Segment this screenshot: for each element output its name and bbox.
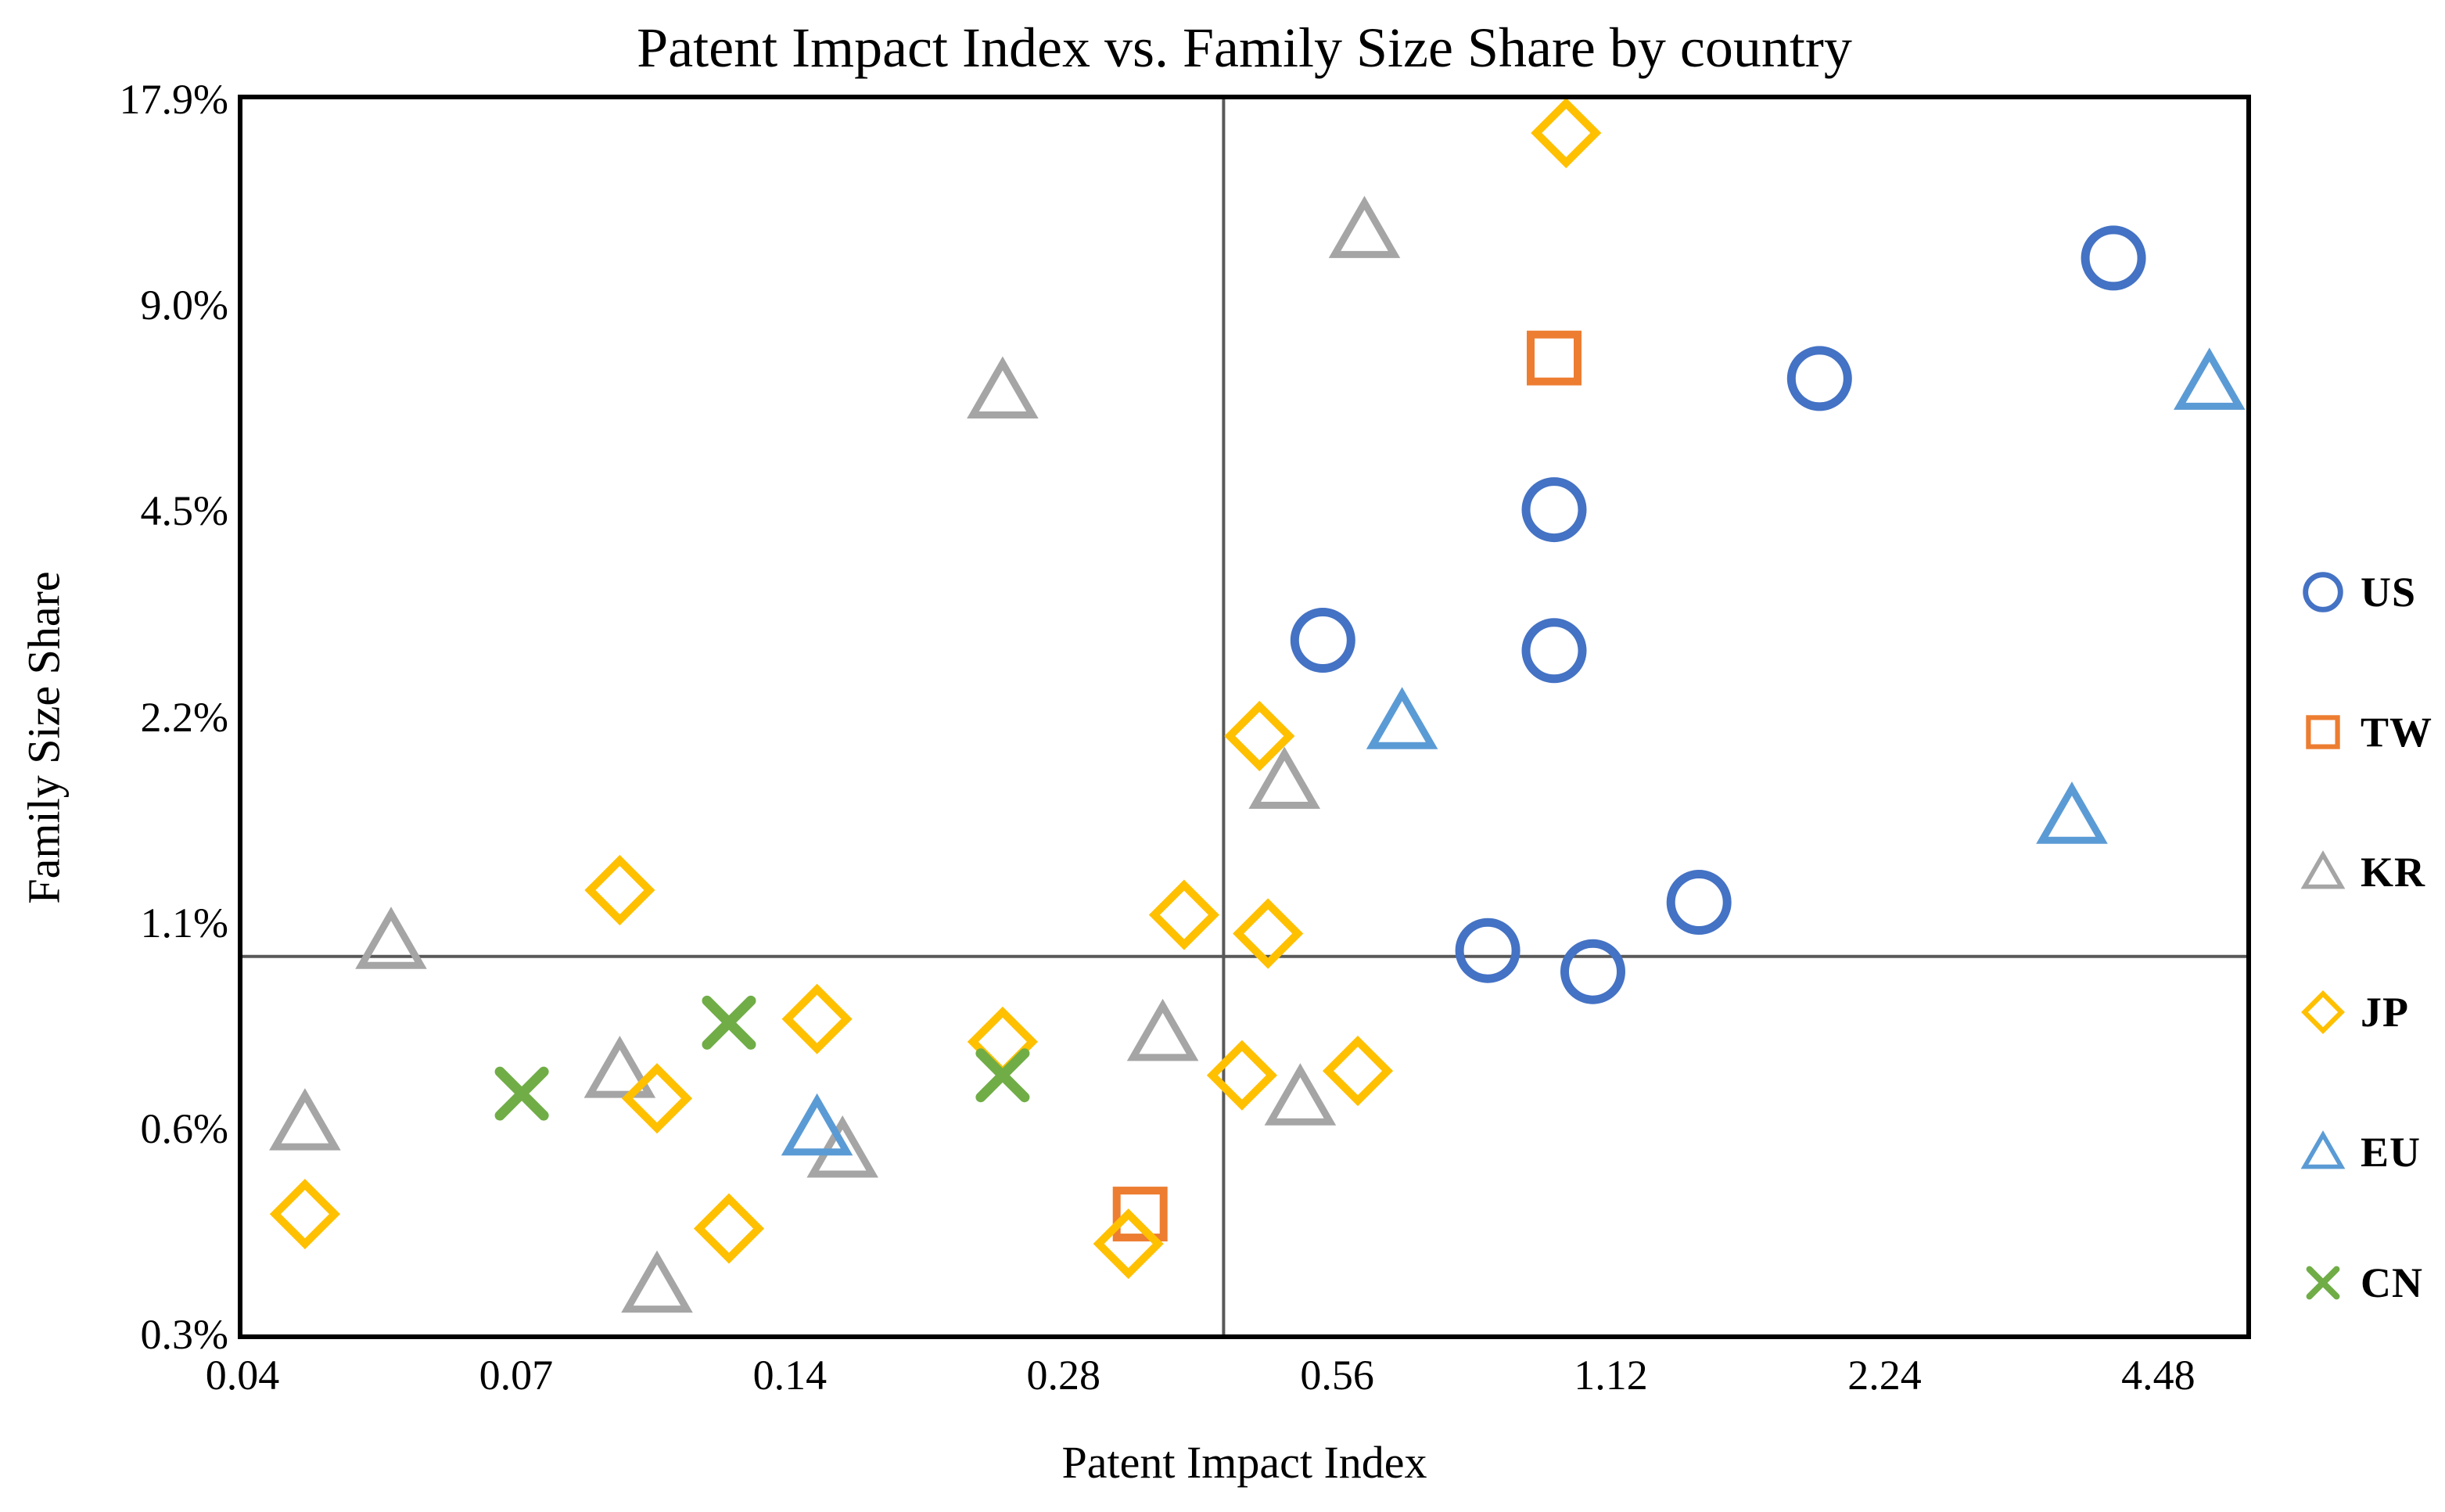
- kr-data-point-marker: [1248, 746, 1320, 809]
- legend-item-eu: EU: [2290, 1117, 2421, 1187]
- eu-data-point-marker: [1366, 687, 1438, 749]
- legend-label: EU: [2361, 1129, 2422, 1176]
- cn-data-point-marker: [975, 1048, 1030, 1103]
- x-legend-icon: [2306, 1266, 2340, 1300]
- legend-label: JP: [2361, 989, 2409, 1036]
- x-tick-label: 0.56: [1300, 1352, 1374, 1399]
- x-tick-label: 0.28: [1026, 1352, 1100, 1399]
- legend-item-jp: JP: [2290, 977, 2409, 1047]
- y-tick-label: 2.2%: [140, 693, 228, 741]
- jp-data-point-marker: [1093, 1209, 1164, 1280]
- kr-data-point-marker: [806, 1115, 878, 1178]
- us-data-point-marker: [2081, 225, 2146, 291]
- jp-data-point-marker: [1531, 99, 1602, 169]
- diamond-legend-icon: [2301, 990, 2345, 1034]
- us-data-point-marker: [1290, 608, 1355, 673]
- chart-title: Patent Impact Index vs. Family Size Shar…: [637, 16, 1852, 79]
- legend-label: TW: [2361, 709, 2433, 756]
- kr-data-point-marker: [621, 1250, 693, 1313]
- x-tick-label: 0.04: [205, 1352, 280, 1399]
- us-data-point-marker: [1455, 918, 1520, 983]
- jp-data-point-marker: [1206, 1040, 1277, 1111]
- x-tick-label: 0.07: [479, 1352, 554, 1399]
- eu-data-point-marker: [2174, 347, 2246, 410]
- kr-data-point-marker: [967, 356, 1039, 418]
- kr-data-point-marker: [1264, 1063, 1337, 1126]
- triangle-legend-icon: [2300, 1130, 2346, 1169]
- jp-data-point-marker: [621, 1063, 693, 1134]
- cn-data-point-marker: [494, 1066, 549, 1121]
- jp-data-point-marker: [967, 1006, 1038, 1077]
- kr-data-point-marker: [269, 1088, 341, 1151]
- kr-data-point-marker: [1126, 998, 1199, 1061]
- jp-data-point-marker: [269, 1179, 340, 1250]
- jp-data-point-marker: [693, 1193, 765, 1264]
- x-tick-label: 2.24: [1847, 1352, 1922, 1399]
- us-data-point-marker: [1521, 618, 1587, 684]
- plot-area: [238, 95, 2251, 1339]
- y-tick-label: 0.3%: [140, 1311, 228, 1358]
- legend: US TW KR JP EU CN: [2290, 0, 2445, 1512]
- eu-data-point-marker: [2036, 781, 2108, 844]
- x-tick-label: 1.12: [1574, 1352, 1648, 1399]
- jp-data-point-marker: [1224, 700, 1295, 772]
- jp-data-point-marker: [781, 983, 853, 1054]
- legend-item-us: US: [2290, 557, 2416, 627]
- us-data-point-marker: [1786, 346, 1852, 411]
- kr-data-point-marker: [583, 1036, 656, 1098]
- x-axis-title: Patent Impact Index: [1061, 1437, 1427, 1488]
- us-data-point-marker: [1666, 870, 1732, 935]
- legend-label: US: [2361, 569, 2417, 616]
- us-data-point-marker: [1521, 477, 1587, 543]
- y-tick-label: 1.1%: [140, 899, 228, 946]
- jp-data-point-marker: [1148, 879, 1219, 950]
- legend-item-kr: KR: [2290, 837, 2425, 907]
- eu-data-point-marker: [781, 1093, 853, 1156]
- kr-data-point-marker: [355, 907, 427, 969]
- us-data-point-marker: [1560, 939, 1625, 1004]
- cn-data-point-marker: [702, 995, 756, 1050]
- plot-canvas: [242, 99, 2246, 1334]
- circle-legend-icon: [2303, 572, 2343, 612]
- x-tick-label: 0.14: [752, 1352, 828, 1399]
- square-legend-icon: [2306, 715, 2340, 749]
- y-tick-label: 9.0%: [140, 282, 228, 329]
- y-tick-label: 4.5%: [140, 487, 228, 535]
- legend-label: CN: [2361, 1259, 2423, 1306]
- jp-data-point-marker: [1322, 1036, 1394, 1107]
- jp-data-point-marker: [584, 854, 655, 926]
- legend-item-tw: TW: [2290, 697, 2432, 767]
- jp-data-point-marker: [1233, 898, 1304, 969]
- kr-data-point-marker: [1328, 196, 1401, 258]
- legend-item-cn: CN: [2290, 1248, 2423, 1318]
- tw-data-point-marker: [1527, 330, 1582, 386]
- triangle-legend-icon: [2300, 850, 2346, 889]
- legend-label: KR: [2361, 849, 2425, 896]
- tw-data-point-marker: [1112, 1187, 1168, 1242]
- y-tick-label: 0.6%: [140, 1104, 228, 1152]
- x-tick-label: 4.48: [2121, 1352, 2195, 1399]
- y-tick-label: 17.9%: [119, 76, 228, 123]
